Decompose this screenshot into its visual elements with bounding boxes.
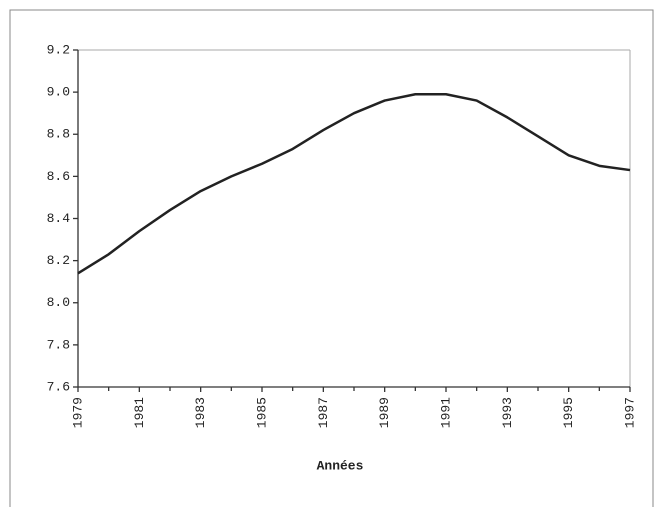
x-tick-label: 1989 [377, 397, 392, 428]
y-tick-label: 7.6 [47, 379, 70, 394]
x-tick-label: 1983 [193, 397, 208, 428]
x-tick-label: 1987 [316, 397, 331, 428]
y-tick-label: 9.2 [47, 42, 70, 57]
y-tick-label: 8.0 [47, 295, 70, 310]
x-tick-label: 1995 [561, 397, 576, 428]
y-tick-label: 8.2 [47, 253, 70, 268]
x-axis-title: Années [317, 458, 364, 473]
y-tick-label: 8.8 [47, 127, 70, 142]
y-tick-label: 7.8 [47, 337, 70, 352]
x-tick-label: 1985 [254, 397, 269, 428]
x-tick-label: 1981 [132, 397, 147, 428]
chart-frame [9, 9, 654, 507]
x-tick-label: 1997 [622, 397, 637, 428]
x-tick-label: 1993 [500, 397, 515, 428]
data-line [77, 92, 631, 275]
x-tick-label: 1979 [70, 397, 85, 428]
y-tick-label: 9.0 [47, 85, 70, 100]
x-tick-label: 1991 [438, 397, 453, 428]
y-tick-label: 8.6 [47, 169, 70, 184]
y-tick-label: 8.4 [47, 211, 71, 226]
